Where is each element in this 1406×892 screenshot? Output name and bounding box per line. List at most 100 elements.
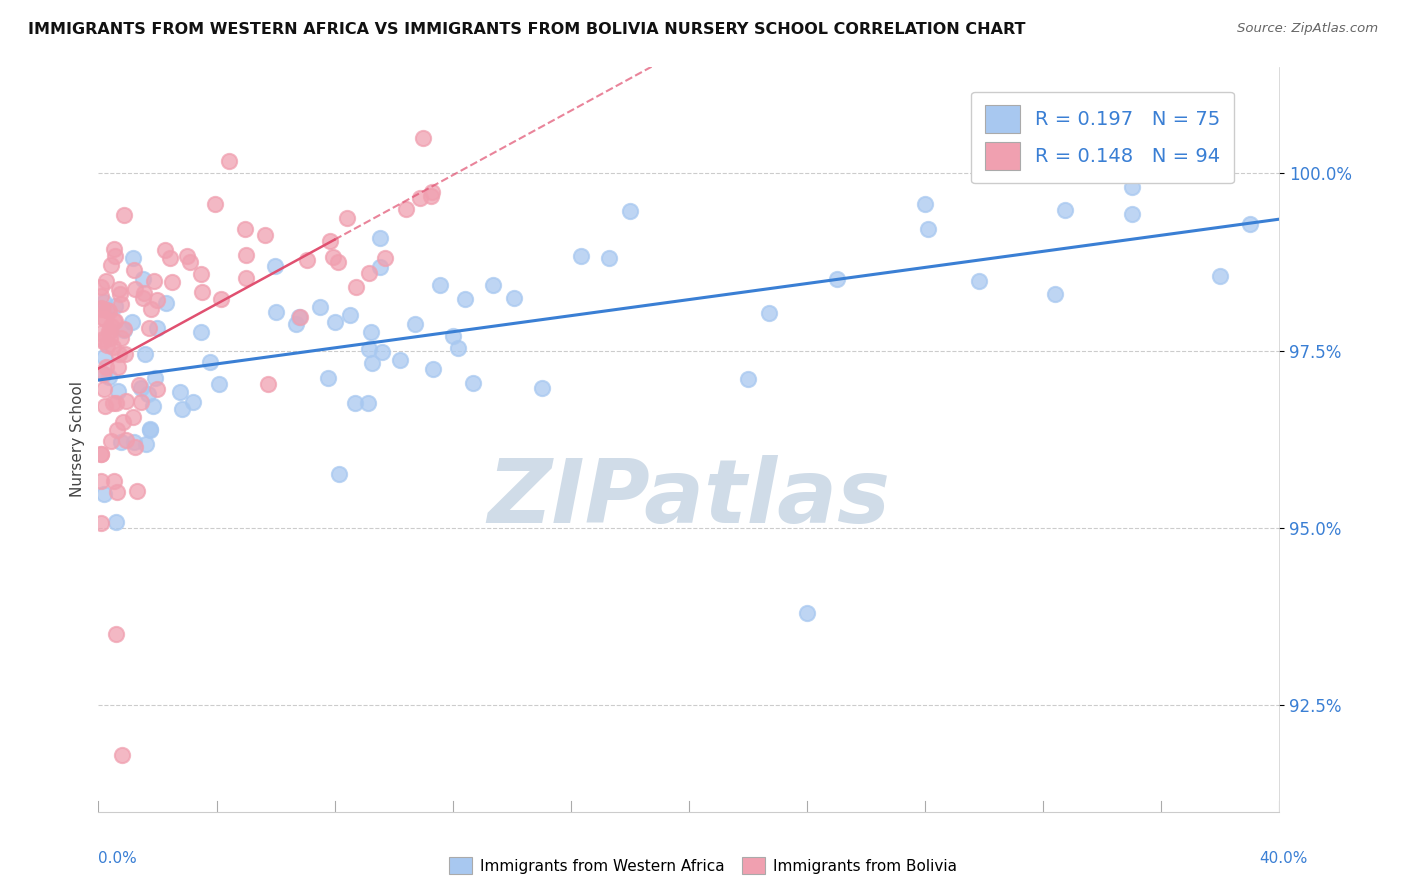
Point: [1239, 217, 1261, 231]
Point: [100, 258, 122, 272]
Text: ZIPatlas: ZIPatlas: [488, 456, 890, 542]
Point: [181, 395, 204, 409]
Point: [101, 340, 124, 354]
Point: [107, 359, 129, 374]
Point: [138, 321, 160, 335]
Point: [90, 474, 112, 488]
Point: [198, 355, 221, 369]
Point: [758, 306, 780, 320]
Point: [103, 314, 125, 328]
Point: [441, 328, 464, 343]
Point: [531, 381, 554, 395]
Point: [146, 321, 169, 335]
Point: [90, 310, 112, 325]
Point: [344, 396, 367, 410]
Legend: R = 0.197   N = 75, R = 0.148   N = 94: R = 0.197 N = 75, R = 0.148 N = 94: [972, 92, 1234, 184]
Legend: Immigrants from Western Africa, Immigrants from Bolivia: Immigrants from Western Africa, Immigran…: [443, 851, 963, 880]
Point: [357, 343, 380, 357]
Point: [361, 356, 384, 370]
Point: [112, 208, 135, 222]
Point: [122, 410, 145, 425]
Point: [502, 292, 524, 306]
Point: [104, 249, 127, 263]
Point: [90, 289, 112, 303]
Point: [146, 382, 169, 396]
Point: [176, 249, 198, 263]
Point: [1121, 207, 1143, 221]
Point: [90, 447, 112, 461]
Point: [328, 255, 350, 269]
Point: [122, 263, 145, 277]
Point: [96, 360, 118, 375]
Point: [368, 260, 391, 275]
Point: [110, 287, 132, 301]
Point: [319, 234, 342, 248]
Point: [114, 394, 136, 409]
Point: [111, 747, 134, 762]
Point: [389, 353, 412, 368]
Point: [360, 325, 382, 339]
Point: [98, 331, 121, 345]
Point: [207, 377, 229, 392]
Point: [204, 197, 226, 211]
Point: [114, 434, 136, 448]
Point: [111, 415, 134, 429]
Point: [129, 381, 152, 395]
Point: [209, 292, 232, 306]
Point: [190, 267, 212, 281]
Point: [321, 250, 343, 264]
Point: [91, 334, 114, 349]
Point: [94, 312, 117, 326]
Point: [93, 368, 115, 382]
Point: [105, 516, 128, 530]
Point: [94, 400, 117, 414]
Point: [917, 221, 939, 235]
Point: [128, 378, 150, 392]
Point: [419, 189, 441, 203]
Point: [139, 422, 162, 436]
Point: [412, 131, 434, 145]
Point: [136, 387, 159, 401]
Point: [108, 347, 131, 361]
Point: [422, 362, 444, 376]
Point: [121, 315, 143, 329]
Point: [90, 516, 112, 531]
Point: [96, 302, 118, 317]
Text: 40.0%: 40.0%: [1260, 851, 1308, 865]
Point: [98, 324, 121, 338]
Point: [288, 310, 311, 324]
Point: [93, 294, 115, 309]
Point: [368, 231, 391, 245]
Point: [169, 384, 191, 399]
Point: [447, 341, 470, 355]
Point: [344, 280, 367, 294]
Point: [90, 446, 112, 460]
Point: [107, 384, 129, 398]
Point: [162, 276, 183, 290]
Point: [100, 434, 122, 449]
Point: [90, 279, 112, 293]
Point: [336, 211, 359, 226]
Point: [285, 318, 308, 332]
Point: [104, 314, 127, 328]
Point: [1053, 202, 1076, 217]
Point: [129, 395, 152, 409]
Point: [91, 301, 114, 316]
Point: [328, 467, 350, 482]
Point: [96, 338, 118, 352]
Point: [103, 396, 125, 410]
Point: [967, 274, 990, 288]
Point: [103, 242, 125, 256]
Point: [1121, 180, 1143, 194]
Point: [145, 293, 167, 307]
Point: [235, 222, 257, 236]
Point: [112, 323, 135, 337]
Point: [108, 282, 131, 296]
Point: [737, 372, 759, 386]
Point: [100, 318, 122, 333]
Point: [420, 185, 443, 199]
Point: [370, 345, 392, 359]
Point: [110, 331, 132, 345]
Point: [91, 332, 114, 346]
Point: [110, 297, 132, 311]
